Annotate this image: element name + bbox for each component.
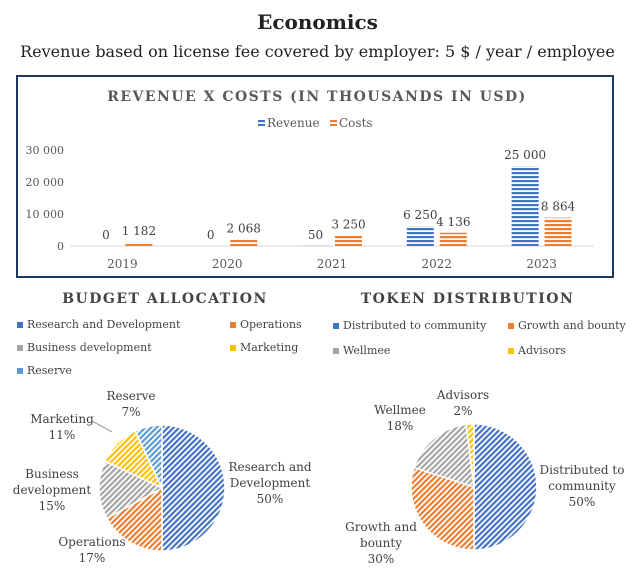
token-pie-slice-label: 18%: [387, 419, 414, 433]
x-tick-label: 2022: [422, 257, 453, 271]
token-pie-slice-label: community: [548, 479, 616, 493]
costs-data-label: 3 250: [331, 218, 365, 232]
x-tick-label: 2023: [526, 257, 557, 271]
budget-pie-slice-label: Marketing: [30, 412, 94, 426]
budget-pie-slice-label: development: [13, 483, 92, 497]
budget-pie-slice: [98, 460, 164, 520]
token-pie-slice-label: Growth and: [345, 520, 417, 534]
page-subtitle: Revenue based on license fee covered by …: [20, 42, 615, 61]
revenue-bar: [511, 166, 539, 246]
legend-item-distributed: Distributed to community: [333, 319, 486, 332]
token-pie-slice-label: 2%: [453, 404, 472, 418]
budget-pie-slice-label: Reserve: [106, 389, 155, 403]
legend-item-advisors: Advisors: [508, 344, 566, 357]
page-title: Economics: [257, 10, 378, 34]
budget-allocation-title: BUDGET ALLOCATION: [62, 291, 268, 307]
token-pie-slice: [465, 423, 475, 488]
budget-pie-slice: [134, 424, 163, 489]
token-distribution-title: TOKEN DISTRIBUTION: [360, 291, 575, 307]
budget-pie-slice-label: 50%: [257, 492, 284, 506]
token-pie-slice-label: Wellmee: [374, 403, 426, 417]
budget-pie-slice-label: Operations: [58, 535, 125, 549]
token-pie-slice-label: 30%: [368, 552, 395, 566]
y-tick-label: 20 000: [26, 176, 65, 189]
budget-pie-slice-label: Research and: [228, 460, 311, 474]
legend-item-reserve: Reserve: [17, 364, 72, 377]
budget-pie-slice-label: 17%: [79, 551, 106, 565]
revenue-data-label: 50: [308, 228, 323, 242]
token-pie-slice-label: Advisors: [436, 388, 489, 402]
x-tick-label: 2019: [107, 257, 138, 271]
token-pie-slice: [410, 466, 475, 551]
budget-pie-slice: [105, 486, 163, 552]
budget-pie-slice-label: Business: [25, 467, 79, 481]
revenue-data-label: 0: [102, 228, 110, 242]
legend-item-growth: Growth and bounty: [508, 319, 626, 332]
legend-revenue-swatch: [258, 119, 265, 126]
x-tick-label: 2020: [212, 257, 243, 271]
costs-data-label: 4 136: [436, 215, 470, 229]
budget-pie-slice-label: 11%: [49, 428, 76, 442]
costs-bar: [125, 242, 153, 246]
x-tick-label: 2021: [317, 257, 348, 271]
revenue-data-label: 0: [207, 228, 215, 242]
token-pie-slice: [413, 423, 475, 489]
legend-item-operations: Operations: [230, 318, 302, 331]
token-pie-slice: [473, 423, 538, 551]
costs-bar: [335, 235, 362, 246]
legend-costs-label: Costs: [339, 116, 373, 130]
token-pie-slice-label: bounty: [360, 536, 402, 550]
bar-chart-title: REVENUE X COSTS (IN THOUSANDS IN USD): [107, 89, 527, 105]
costs-data-label: 8 864: [541, 200, 576, 214]
legend-revenue-label: Revenue: [267, 116, 320, 130]
budget-pie-slice-label: Development: [230, 476, 311, 490]
revenue-bar: [406, 226, 434, 246]
costs-bar: [544, 217, 572, 246]
token-pie-slice-label: Distributed to: [540, 463, 625, 477]
y-tick-label: 30 000: [26, 144, 65, 157]
budget-pie-slice-label: 15%: [39, 499, 66, 513]
revenue-costs-bar-chart: REVENUE X COSTS (IN THOUSANDS IN USD) Rev…: [26, 89, 594, 271]
y-tick-label: 0: [57, 240, 64, 253]
budget-leader-line: [91, 420, 113, 433]
legend-item-research: Research and Development: [17, 318, 180, 331]
budget-pie-slice: [161, 424, 226, 552]
legend-item-wellmee: Wellmee: [333, 344, 390, 357]
budget-pie-slice-label: 7%: [121, 405, 140, 419]
bar-chart-frame: [16, 75, 614, 278]
revenue-data-label: 6 250: [403, 208, 437, 222]
costs-bar: [439, 232, 467, 246]
token-pie-slice-label: 50%: [569, 495, 596, 509]
revenue-data-label: 25 000: [504, 148, 546, 162]
costs-data-label: 1 182: [122, 224, 156, 238]
y-tick-label: 10 000: [26, 208, 65, 221]
legend-costs-swatch: [330, 119, 337, 126]
costs-bar: [230, 239, 258, 246]
budget-pie-slice: [103, 429, 164, 490]
legend-item-business: Business development: [17, 341, 152, 354]
legend-item-marketing: Marketing: [230, 341, 298, 354]
costs-data-label: 2 068: [227, 221, 261, 235]
